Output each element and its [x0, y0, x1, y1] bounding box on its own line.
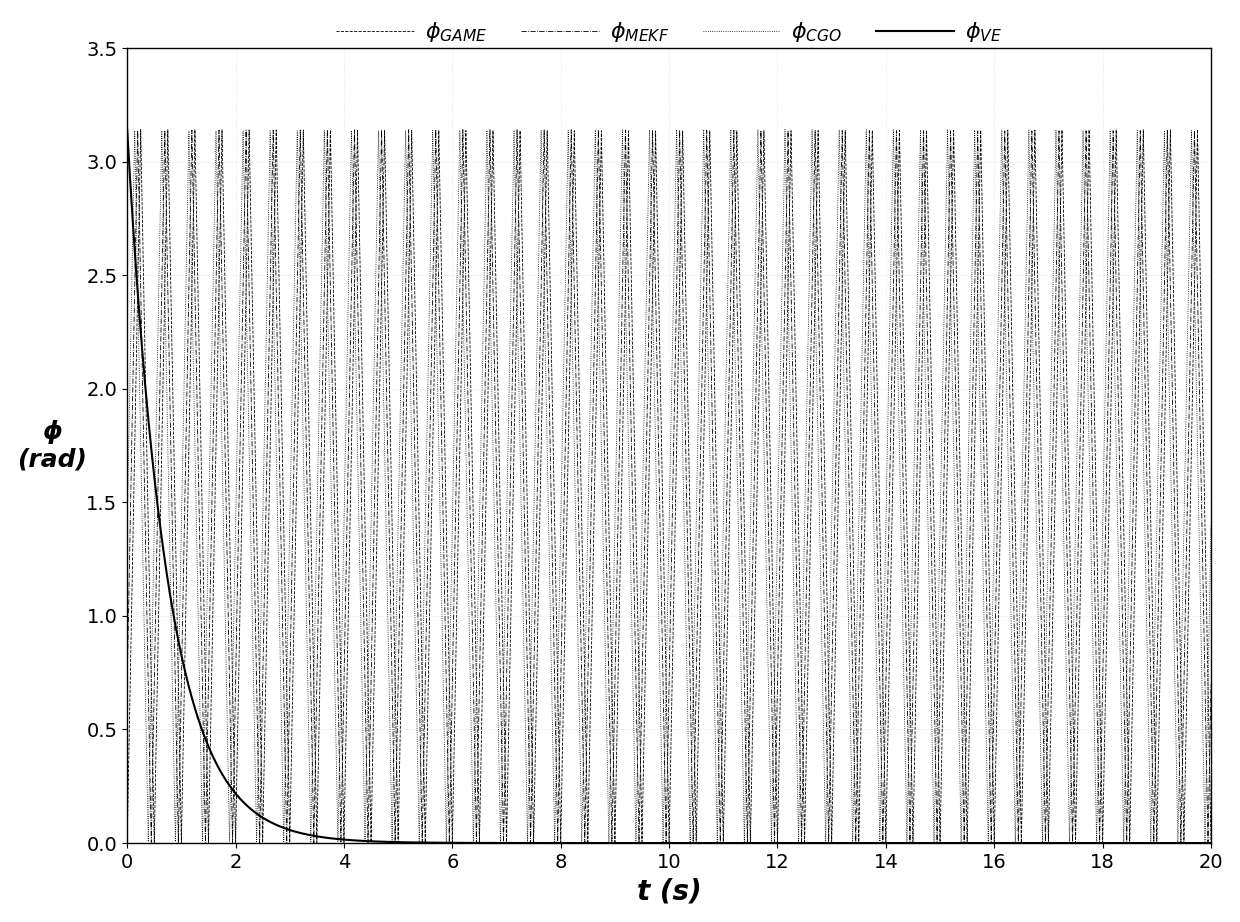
X-axis label: t (s): t (s): [637, 878, 702, 905]
$\phi_{MEKF}$: [428, 124, 443, 136]
Y-axis label: ϕ
(rad): ϕ (rad): [16, 420, 87, 472]
$\phi_{VE}$: [775, 837, 790, 848]
$\phi_{GAME}$: [1133, 253, 1148, 264]
$\phi_{VE}$: [120, 124, 135, 136]
$\phi_{CGO}$: [897, 649, 911, 660]
Line: $\phi_{VE}$: $\phi_{VE}$: [128, 130, 1211, 843]
Line: $\phi_{CGO}$: $\phi_{CGO}$: [128, 130, 1211, 843]
$\phi_{MEKF}$: [441, 837, 456, 848]
$\phi_{MEKF}$: [897, 491, 911, 502]
Line: $\phi_{GAME}$: $\phi_{GAME}$: [128, 130, 1211, 843]
$\phi_{VE}$: [816, 837, 831, 848]
$\phi_{MEKF}$: [120, 679, 135, 690]
$\phi_{GAME}$: [389, 796, 404, 807]
$\phi_{CGO}$: [1204, 520, 1219, 531]
$\phi_{CGO}$: [120, 520, 135, 531]
$\phi_{MEKF}$: [775, 400, 790, 411]
$\phi_{MEKF}$: [1133, 158, 1148, 169]
$\phi_{GAME}$: [120, 837, 135, 848]
$\phi_{VE}$: [389, 836, 404, 847]
$\phi_{CGO}$: [764, 837, 779, 848]
$\phi_{VE}$: [1204, 837, 1219, 848]
$\phi_{GAME}$: [133, 124, 148, 136]
$\phi_{MEKF}$: [389, 724, 404, 735]
$\phi_{GAME}$: [632, 725, 647, 736]
$\phi_{GAME}$: [816, 380, 831, 391]
$\phi_{MEKF}$: [632, 788, 647, 799]
$\phi_{CGO}$: [816, 701, 831, 712]
$\phi_{CGO}$: [775, 241, 790, 252]
$\phi_{CGO}$: [750, 124, 765, 136]
$\phi_{MEKF}$: [816, 542, 831, 553]
$\phi_{VE}$: [632, 837, 647, 848]
$\phi_{GAME}$: [1204, 837, 1219, 848]
$\phi_{GAME}$: [775, 561, 790, 573]
$\phi_{CGO}$: [632, 635, 647, 646]
Legend: $\phi_{GAME}$, $\phi_{MEKF}$, $\phi_{CGO}$, $\phi_{VE}$: $\phi_{GAME}$, $\phi_{MEKF}$, $\phi_{CGO…: [327, 12, 1011, 53]
$\phi_{GAME}$: [895, 329, 910, 340]
$\phi_{MEKF}$: [1204, 679, 1219, 690]
$\phi_{CGO}$: [1133, 316, 1148, 327]
Line: $\phi_{MEKF}$: $\phi_{MEKF}$: [128, 130, 1211, 843]
$\phi_{CGO}$: [389, 564, 404, 575]
$\phi_{VE}$: [1133, 837, 1148, 848]
$\phi_{VE}$: [895, 837, 910, 848]
